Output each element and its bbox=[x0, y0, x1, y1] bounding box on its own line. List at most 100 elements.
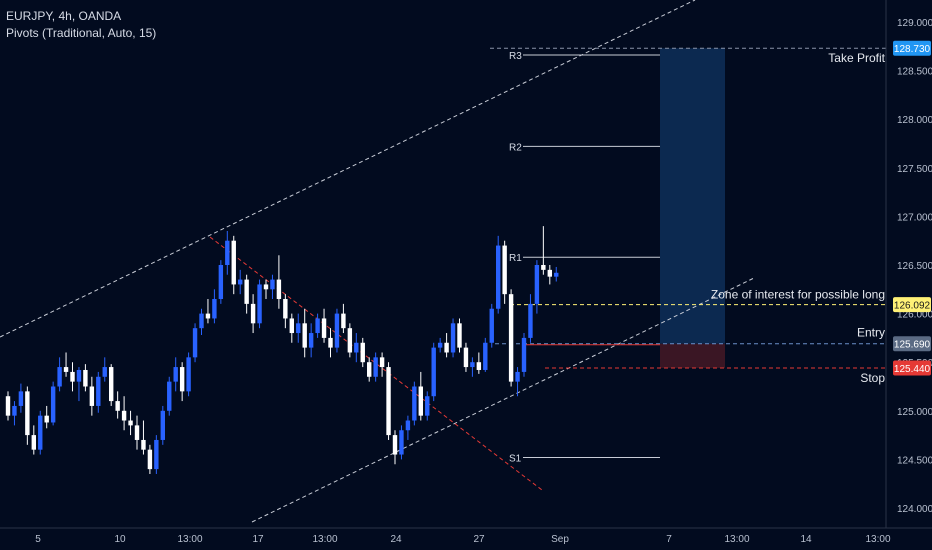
candle-body[interactable] bbox=[109, 367, 114, 402]
candle-body[interactable] bbox=[270, 279, 275, 290]
candle-body[interactable] bbox=[199, 313, 204, 329]
candle-body[interactable] bbox=[218, 265, 224, 300]
candle-body[interactable] bbox=[212, 299, 217, 319]
candle-body[interactable] bbox=[25, 391, 30, 436]
candle-body[interactable] bbox=[528, 303, 533, 338]
stop-zone[interactable] bbox=[660, 343, 725, 369]
candle-body[interactable] bbox=[502, 245, 507, 295]
candle-body[interactable] bbox=[5, 396, 11, 416]
candle-body[interactable] bbox=[238, 279, 243, 285]
candle-body[interactable] bbox=[354, 342, 359, 353]
candle-body[interactable] bbox=[367, 362, 372, 377]
candle-body[interactable] bbox=[160, 410, 165, 440]
candle-body[interactable] bbox=[508, 294, 514, 382]
candle-body[interactable] bbox=[534, 265, 540, 304]
candle-body[interactable] bbox=[360, 342, 365, 363]
candle-body[interactable] bbox=[554, 272, 559, 277]
candle-body[interactable] bbox=[321, 318, 327, 338]
candle-body[interactable] bbox=[276, 279, 282, 300]
candle-body[interactable] bbox=[179, 367, 185, 392]
candle-body[interactable] bbox=[418, 386, 423, 416]
zone-price-tag[interactable] bbox=[893, 297, 931, 313]
candle-body[interactable] bbox=[12, 405, 17, 416]
candle-body[interactable] bbox=[167, 381, 172, 411]
candle-body[interactable] bbox=[147, 449, 153, 470]
time-axis[interactable]: 5 10 13:00 17 13:00 24 27 Sep 7 13:00 14 13:00 bbox=[0, 527, 932, 545]
candle-body[interactable] bbox=[173, 367, 178, 382]
candle-body[interactable] bbox=[50, 386, 56, 423]
candle-body[interactable] bbox=[263, 284, 269, 290]
candle-body[interactable] bbox=[347, 328, 353, 353]
candle-body[interactable] bbox=[437, 342, 443, 348]
candle-body[interactable] bbox=[283, 299, 288, 319]
candle-body[interactable] bbox=[373, 357, 378, 377]
candle-body[interactable] bbox=[289, 318, 294, 334]
candle-body[interactable] bbox=[83, 369, 88, 387]
candle-body[interactable] bbox=[496, 245, 501, 309]
candle-body[interactable] bbox=[250, 303, 256, 324]
candle-body[interactable] bbox=[463, 347, 469, 368]
candle-body[interactable] bbox=[225, 240, 230, 265]
candle-body[interactable] bbox=[547, 269, 552, 277]
candle-body[interactable] bbox=[392, 435, 398, 455]
symbol-title[interactable]: EURJPY, 4h, OANDA bbox=[6, 9, 122, 23]
candle-body[interactable] bbox=[186, 357, 191, 392]
candle-body[interactable] bbox=[515, 371, 520, 382]
candle-body[interactable] bbox=[231, 240, 236, 285]
candle-body[interactable] bbox=[425, 396, 430, 416]
candle-body[interactable] bbox=[521, 337, 527, 372]
candle-body[interactable] bbox=[57, 367, 62, 387]
candle-body[interactable] bbox=[63, 367, 69, 372]
candle-body[interactable] bbox=[399, 430, 404, 455]
candle-body[interactable] bbox=[115, 401, 120, 411]
upper-channel-line[interactable] bbox=[0, 0, 696, 338]
take_profit-price-tag[interactable] bbox=[893, 40, 931, 56]
candle-body[interactable] bbox=[379, 357, 385, 368]
candle-body[interactable] bbox=[134, 425, 140, 440]
candle-body[interactable] bbox=[89, 386, 95, 406]
candle-body[interactable] bbox=[431, 347, 436, 397]
candle-body[interactable] bbox=[154, 439, 159, 470]
candle-body[interactable] bbox=[38, 415, 43, 450]
entry-price-tag[interactable] bbox=[893, 336, 931, 352]
candle-body[interactable] bbox=[476, 362, 482, 370]
candle-body[interactable] bbox=[457, 323, 462, 348]
candle-body[interactable] bbox=[315, 318, 320, 334]
candle-body[interactable] bbox=[308, 333, 314, 348]
candle-body[interactable] bbox=[44, 415, 49, 423]
candle-body[interactable] bbox=[302, 323, 307, 348]
candle-body[interactable] bbox=[96, 376, 101, 406]
candle-body[interactable] bbox=[405, 420, 411, 431]
trendlines bbox=[0, 0, 755, 523]
lower-channel-line[interactable] bbox=[251, 277, 755, 523]
candle-body[interactable] bbox=[244, 279, 249, 304]
candle-body[interactable] bbox=[334, 313, 340, 348]
candle-body[interactable] bbox=[489, 308, 494, 343]
candle-body[interactable] bbox=[70, 371, 75, 382]
candle-body[interactable] bbox=[18, 391, 24, 406]
candle-body[interactable] bbox=[450, 323, 456, 353]
candle-body[interactable] bbox=[102, 367, 107, 377]
candle-body[interactable] bbox=[31, 435, 36, 450]
candle-body[interactable] bbox=[386, 367, 391, 436]
stop-price-tag[interactable] bbox=[893, 360, 931, 376]
candle-body[interactable] bbox=[257, 284, 262, 324]
candle-body[interactable] bbox=[541, 265, 546, 270]
candle-body[interactable] bbox=[121, 410, 127, 421]
target-zone[interactable] bbox=[660, 48, 725, 344]
candle-body[interactable] bbox=[296, 323, 301, 334]
candle-body[interactable] bbox=[328, 337, 333, 348]
candle-body[interactable] bbox=[444, 342, 449, 353]
candle-body[interactable] bbox=[205, 313, 211, 319]
candle-body[interactable] bbox=[470, 362, 475, 368]
indicator-title[interactable]: Pivots (Traditional, Auto, 15) bbox=[6, 26, 157, 40]
candle-body[interactable] bbox=[141, 439, 146, 450]
candle-body[interactable] bbox=[483, 342, 488, 370]
candle-body[interactable] bbox=[341, 313, 346, 329]
candle-body[interactable] bbox=[412, 386, 417, 421]
candle-body[interactable] bbox=[128, 420, 133, 426]
candle-body[interactable] bbox=[76, 369, 82, 382]
candle-body[interactable] bbox=[192, 328, 198, 358]
time-tick-label: Sep bbox=[551, 534, 569, 545]
